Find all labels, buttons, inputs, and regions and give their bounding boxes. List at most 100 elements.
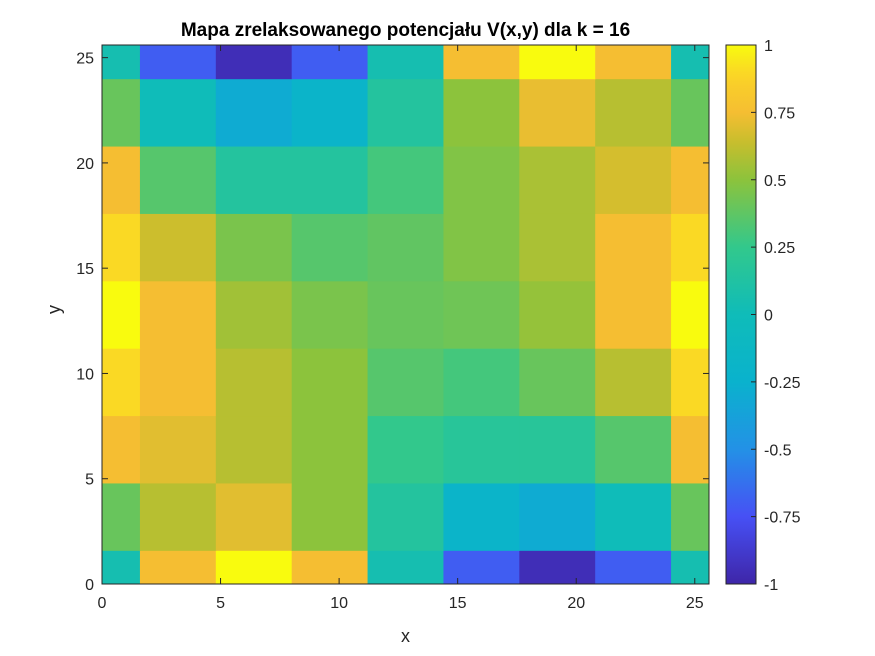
heatmap-cell [595, 45, 672, 80]
x-tick-label: 25 [686, 595, 704, 612]
heatmap-cell [139, 78, 217, 147]
heatmap-cell [671, 45, 710, 80]
heatmap-cell [367, 280, 444, 349]
heatmap-cell [139, 348, 217, 417]
heatmap-cell [519, 550, 596, 585]
colorbar-tick-label: 1 [764, 38, 773, 55]
heatmap-cell [215, 482, 293, 551]
heatmap-cell [519, 146, 596, 214]
heatmap-cell [671, 213, 710, 282]
heatmap-cell [443, 213, 520, 282]
y-tick-label: 15 [76, 261, 94, 278]
heatmap-cell [102, 213, 141, 282]
heatmap-cell [595, 348, 672, 417]
heatmap-cell [291, 45, 369, 80]
heatmap-cell [215, 348, 293, 417]
heatmap-cell [215, 280, 293, 349]
colorbar-tick-label: -0.25 [764, 375, 801, 392]
x-tick-label: 20 [567, 595, 585, 612]
colorbar-tick-label: -0.75 [764, 510, 801, 527]
heatmap-cell [139, 213, 217, 282]
heatmap-cell [291, 78, 369, 147]
heatmap-cell [139, 146, 217, 214]
heatmap-cell [519, 482, 596, 551]
heatmap-cell [443, 78, 520, 147]
heatmap-cell [671, 415, 710, 484]
heatmap-cell [215, 213, 293, 282]
x-axis: 0 5 10 15 20 25 [98, 45, 704, 612]
heatmap-cell [367, 78, 444, 147]
heatmap-cell [443, 146, 520, 214]
heatmap-cell [595, 482, 672, 551]
heatmap-cell [291, 348, 369, 417]
heatmap-cell [367, 213, 444, 282]
heatmap-cell [139, 550, 217, 585]
x-tick-label: 15 [449, 595, 467, 612]
chart-title: Mapa zrelaksowanego potencjału V(x,y) dl… [180, 20, 631, 41]
heatmap-cell [291, 482, 369, 551]
heatmap-cell [519, 415, 596, 484]
heatmap-cell [671, 146, 710, 214]
colorbar-tick-label: -0.5 [764, 442, 792, 459]
heatmap-cell [671, 550, 710, 585]
y-axis-label: y [44, 305, 64, 314]
heatmap-cell [102, 550, 141, 585]
heatmap-cell [367, 348, 444, 417]
heatmap-cell [595, 78, 672, 147]
heatmap-cell [443, 45, 520, 80]
heatmap-cell [671, 78, 710, 147]
heatmap-cell [443, 280, 520, 349]
heatmap-cell [102, 280, 141, 349]
heatmap-cell [102, 146, 141, 214]
heatmap-cell [595, 146, 672, 214]
heatmap-cell [215, 146, 293, 214]
heatmap-cell [519, 45, 596, 80]
heatmap-cell [291, 280, 369, 349]
y-axis: 0 5 10 15 20 25 [76, 51, 709, 594]
heatmap-cell [519, 348, 596, 417]
heatmap-cell [102, 348, 141, 417]
heatmap-cells [102, 45, 710, 585]
colorbar-tick-label: 0 [764, 308, 773, 325]
heatmap-cell [215, 415, 293, 484]
heatmap-cell [139, 415, 217, 484]
x-axis-label: x [401, 626, 410, 646]
y-tick-label: 25 [76, 51, 94, 68]
heatmap-cell [102, 78, 141, 147]
heatmap-cell [595, 213, 672, 282]
x-tick-label: 0 [98, 595, 107, 612]
heatmap-cell [139, 45, 217, 80]
heatmap-cell [443, 482, 520, 551]
heatmap-cell [443, 415, 520, 484]
heatmap-cell [367, 146, 444, 214]
heatmap-cell [215, 45, 293, 80]
heatmap-cell [519, 213, 596, 282]
heatmap-cell [139, 280, 217, 349]
plot-area-frame [101, 44, 710, 585]
colorbar-ticks: -1 -0.75 -0.5 -0.25 0 0.25 0.5 0.75 1 [751, 38, 801, 594]
heatmap-cell [291, 550, 369, 585]
heatmap-cell [139, 482, 217, 551]
x-tick-label: 5 [216, 595, 225, 612]
heatmap-cell [595, 550, 672, 585]
heatmap-cell [291, 213, 369, 282]
y-tick-label: 10 [76, 366, 94, 383]
heatmap-cell [102, 45, 141, 80]
colorbar-tick-label: 0.5 [764, 173, 786, 190]
colorbar-tick-label: -1 [764, 577, 778, 594]
x-tick-label: 10 [330, 595, 348, 612]
heatmap-cell [595, 415, 672, 484]
colorbar-tick-label: 0.75 [764, 105, 795, 122]
heatmap-cell [519, 280, 596, 349]
heatmap-cell [367, 415, 444, 484]
heatmap-cell [519, 78, 596, 147]
colorbar-tick-label: 0.25 [764, 240, 795, 257]
heatmap-cell [671, 348, 710, 417]
heatmap-cell [671, 482, 710, 551]
heatmap-cell [102, 415, 141, 484]
y-tick-label: 0 [85, 577, 94, 594]
heatmap-cell [215, 550, 293, 585]
heatmap-cell [367, 550, 444, 585]
y-tick-label: 20 [76, 156, 94, 173]
